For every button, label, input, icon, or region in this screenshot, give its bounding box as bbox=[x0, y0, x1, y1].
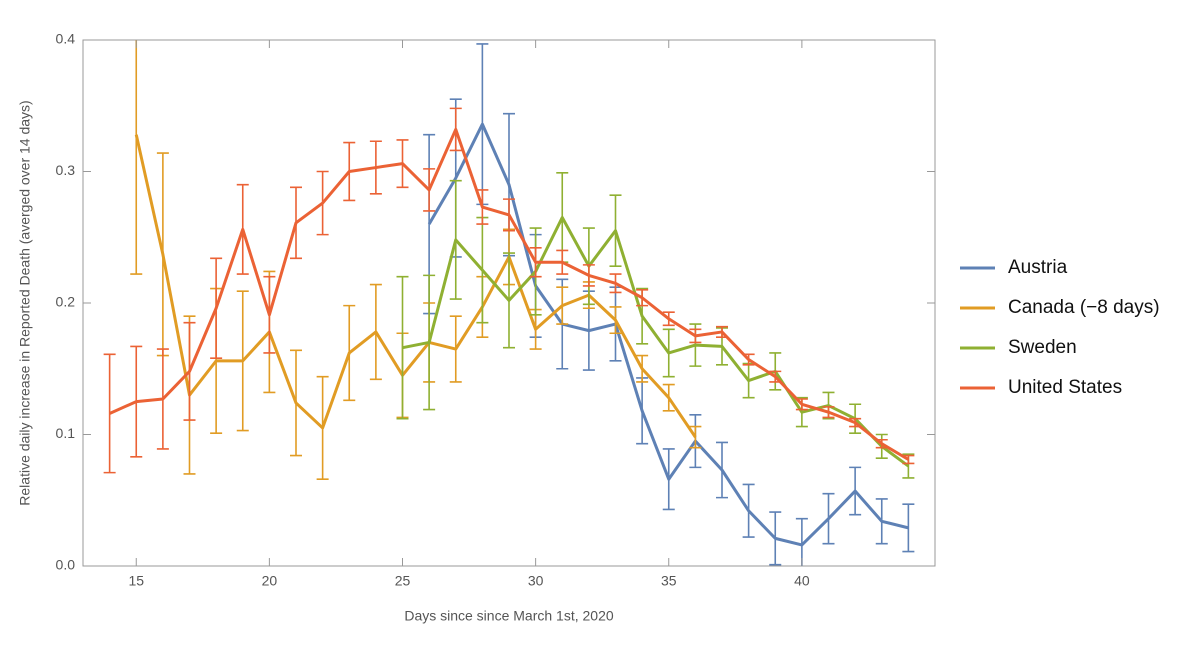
legend-label: Sweden bbox=[1008, 337, 1077, 358]
x-tick-label: 15 bbox=[128, 573, 144, 589]
series-line bbox=[402, 216, 910, 468]
x-tick-label: 30 bbox=[528, 573, 544, 589]
x-tick-label: 25 bbox=[395, 573, 411, 589]
x-tick-label: 40 bbox=[794, 573, 810, 589]
y-tick-label: 0.1 bbox=[56, 425, 76, 441]
y-tick-label: 0.0 bbox=[56, 557, 76, 573]
x-tick-label: 35 bbox=[661, 573, 677, 589]
y-tick-label: 0.2 bbox=[56, 294, 76, 310]
legend-label: Canada (−8 days) bbox=[1008, 297, 1160, 318]
legend-label: Austria bbox=[1008, 257, 1068, 278]
y-tick-label: 0.4 bbox=[56, 31, 76, 47]
series-line bbox=[134, 134, 697, 438]
legend-label: United States bbox=[1008, 377, 1122, 398]
legend: Austria Canada (−8 days) Sweden United Stat… bbox=[960, 257, 1160, 398]
x-tick-label: 20 bbox=[262, 573, 278, 589]
plot-area bbox=[103, 40, 915, 566]
series-line bbox=[427, 122, 909, 547]
error-bar bbox=[103, 353, 116, 474]
series-line bbox=[109, 127, 910, 461]
y-tick-label: 0.3 bbox=[56, 162, 76, 178]
y-axis-label: Relative daily increase in Reported Deat… bbox=[17, 100, 33, 505]
x-axis-label: Days since since March 1st, 2020 bbox=[404, 608, 614, 624]
